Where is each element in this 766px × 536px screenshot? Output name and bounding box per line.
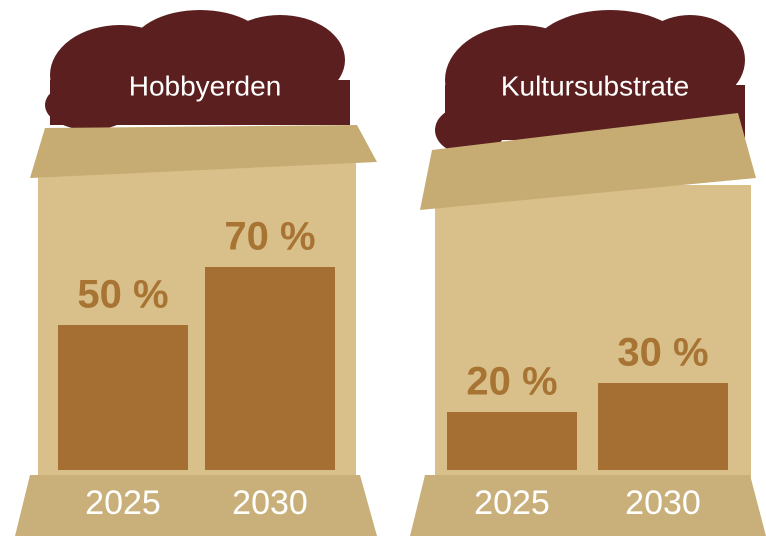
category-label: 2030: [232, 484, 308, 522]
category-label: 2030: [625, 484, 701, 522]
infographic: Hobbyerden 50 % 2025 70 % 2030 Kultursubstrat…: [0, 0, 766, 536]
bar: [205, 267, 335, 470]
bar: [598, 383, 728, 470]
value-label: 70 %: [224, 215, 315, 259]
chart-title: Hobbyerden: [129, 70, 282, 101]
category-label: 2025: [85, 484, 161, 522]
value-label: 30 %: [617, 331, 708, 375]
category-label: 2025: [474, 484, 550, 522]
bar: [447, 412, 577, 470]
value-label: 50 %: [77, 273, 168, 317]
chart-title: Kultursubstrate: [501, 70, 689, 101]
bar: [58, 325, 188, 470]
value-label: 20 %: [466, 360, 557, 404]
